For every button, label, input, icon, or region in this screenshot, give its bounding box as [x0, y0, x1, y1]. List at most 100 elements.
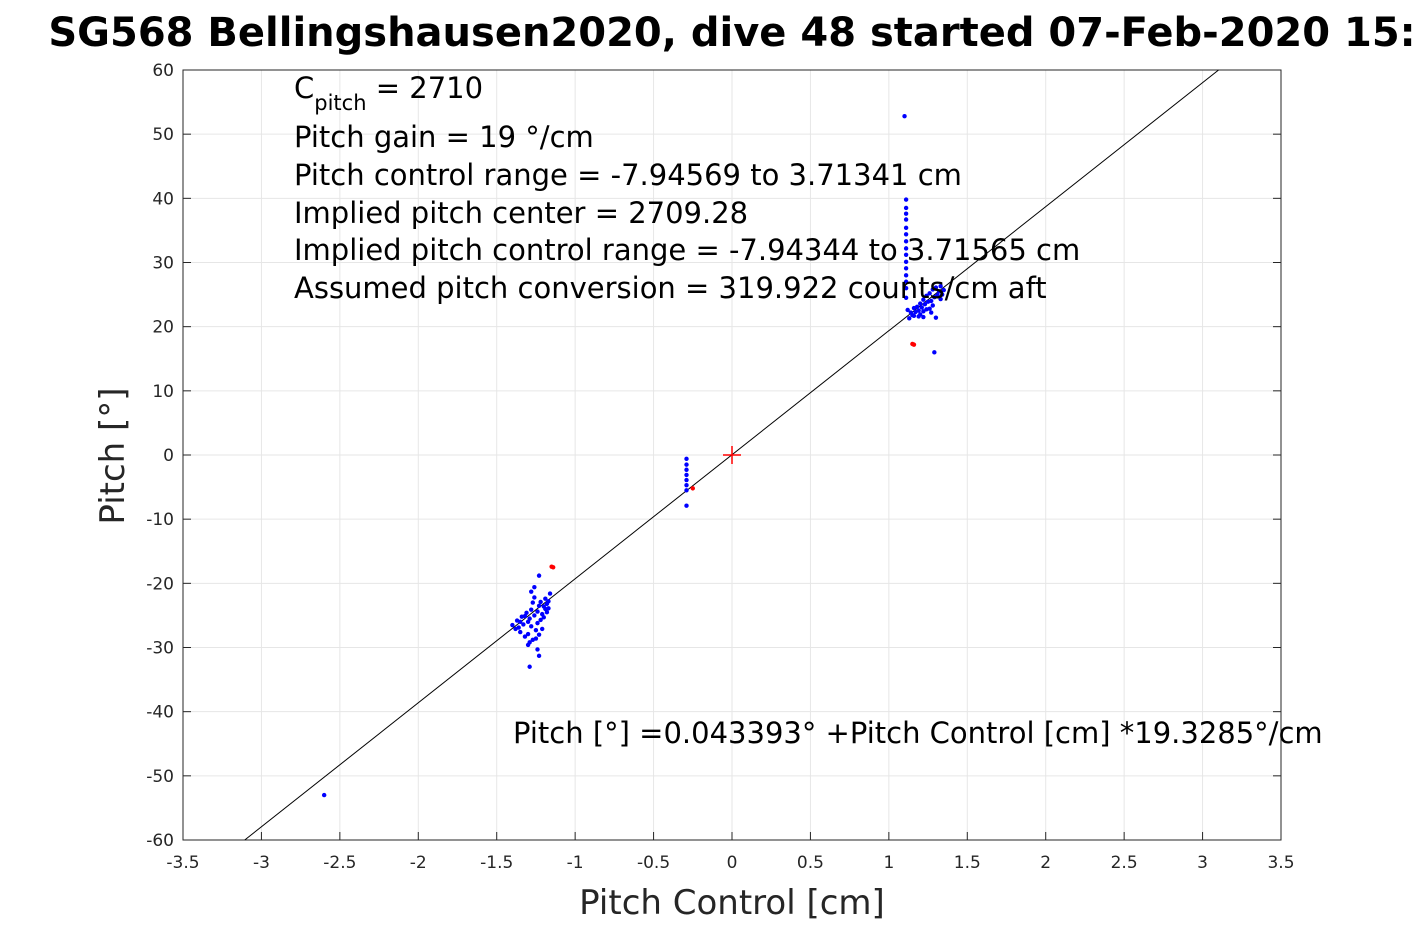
x-tick-label: 2 [1040, 853, 1051, 873]
data-points [321, 114, 946, 798]
x-tick-label: 1 [883, 853, 894, 873]
y-tick-label: 60 [152, 61, 174, 81]
x-axis-label: Pitch Control [cm] [579, 883, 885, 923]
data-point [684, 482, 689, 488]
data-point [932, 350, 937, 355]
data-point [684, 472, 689, 478]
data-point [905, 307, 910, 313]
data-point [933, 285, 939, 290]
data-point [939, 292, 945, 297]
data-point [525, 642, 531, 648]
x-tick-label: -3.5 [166, 853, 199, 873]
data-point [921, 297, 926, 302]
x-axis-ticks: -3.5 -3 -2.5 -2 -1.5 -1 -0.5 0 0.5 1 1.5 2 2.5 3 3.5 [166, 832, 1295, 873]
data-point [922, 302, 928, 307]
grid [182, 69, 1282, 841]
y-tick-label: -10 [146, 510, 174, 530]
x-tick-label: 0 [727, 853, 738, 873]
x-tick-label: -2 [410, 853, 427, 873]
data-point [903, 273, 909, 278]
c-pitch-value: = 2710 [367, 71, 484, 105]
y-tick-label: -40 [146, 703, 174, 723]
data-point [941, 287, 946, 293]
data-point [535, 647, 540, 652]
y-tick-label: 10 [152, 382, 174, 402]
y-tick-label: -60 [146, 831, 174, 851]
assumed-pitch-conversion-annotation: Assumed pitch conversion = 319.922 count… [294, 271, 1047, 305]
data-point [536, 632, 542, 637]
data-point [911, 313, 917, 318]
x-tick-label: 0.5 [797, 853, 824, 873]
data-point [907, 316, 912, 321]
data-point [535, 620, 540, 626]
data-point [540, 626, 545, 632]
data-point [530, 600, 535, 605]
x-tick-label: -3 [253, 853, 270, 873]
data-point [903, 217, 909, 222]
data-point [903, 211, 909, 216]
data-point [522, 634, 528, 639]
data-point [919, 305, 924, 310]
data-point [684, 467, 689, 472]
data-point [938, 284, 943, 289]
data-point [321, 792, 327, 798]
fit-equation-annotation: Pitch [°] =0.043393° +Pitch Control [cm]… [513, 716, 1323, 750]
data-point [536, 603, 542, 608]
c-pitch-subscript: pitch [314, 91, 366, 115]
data-point [536, 573, 542, 578]
data-point [911, 342, 917, 347]
data-point [525, 631, 531, 637]
data-point [916, 314, 921, 319]
c-pitch-prefix: C [294, 71, 314, 105]
y-tick-label: -50 [146, 767, 174, 787]
data-point [516, 625, 521, 630]
y-axis-label: Pitch [°] [93, 387, 133, 524]
data-point [550, 565, 556, 570]
data-point [527, 664, 532, 669]
pitch-gain-annotation: Pitch gain = 19 °/cm [294, 120, 594, 154]
data-point [527, 616, 532, 621]
data-point [684, 488, 689, 493]
data-point [510, 622, 515, 628]
data-point [518, 619, 523, 625]
y-tick-label: -30 [146, 639, 174, 659]
data-point [927, 291, 932, 296]
x-tick-label: 1.5 [954, 853, 981, 873]
data-point [521, 622, 526, 627]
x-tick-label: 3 [1197, 853, 1208, 873]
data-point [903, 239, 909, 244]
c-pitch-annotation: Cpitch = 2710 [294, 71, 483, 115]
data-point [543, 596, 548, 601]
data-point [918, 301, 923, 306]
chart-title: SG568 Bellingshausen2020, dive 48 starte… [48, 10, 1415, 56]
data-point [538, 599, 543, 605]
data-point [538, 617, 543, 623]
data-point [935, 293, 940, 298]
data-point [903, 252, 909, 257]
y-tick-label: 20 [152, 318, 174, 338]
data-point [690, 486, 695, 491]
data-point [684, 462, 689, 467]
data-point [533, 627, 539, 633]
data-point [933, 315, 939, 320]
data-point [546, 599, 551, 604]
data-point [921, 314, 926, 320]
data-point [903, 225, 909, 231]
x-tick-label: -2.5 [323, 853, 356, 873]
data-point [903, 266, 909, 271]
data-point [532, 595, 537, 600]
data-point [930, 303, 935, 308]
data-point [903, 246, 909, 251]
x-tick-label: 2.5 [1111, 853, 1138, 873]
data-point [938, 296, 943, 302]
data-point [533, 636, 539, 641]
data-point [903, 232, 909, 237]
data-point [535, 609, 540, 614]
y-tick-label: 30 [152, 254, 174, 274]
data-point [927, 306, 932, 311]
data-point [902, 114, 907, 119]
implied-pitch-center-annotation: Implied pitch center = 2709.28 [294, 196, 748, 230]
data-point [924, 293, 929, 299]
data-point [903, 197, 909, 202]
